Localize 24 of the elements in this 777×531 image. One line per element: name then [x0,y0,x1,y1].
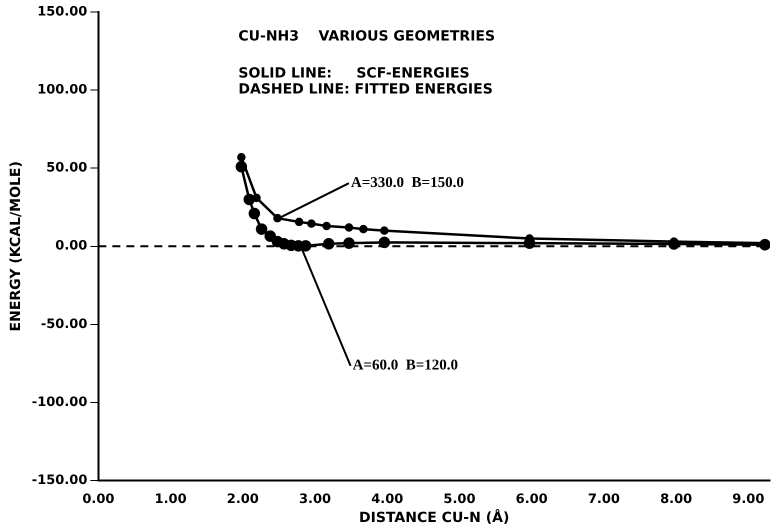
x-tick-label: 9.00 [732,492,764,507]
y-axis-title: ENERGY (KCAL/MOLE) [8,161,24,332]
x-tick-label: 8.00 [660,492,692,507]
y-tick-label: 0.00 [55,238,88,254]
x-axis-title: DISTANCE CU-N (Å) [359,509,510,526]
annotation: A=60.0 B=120.0 [352,358,458,374]
x-tick-label: 6.00 [516,492,548,507]
x-tick-label: 1.00 [154,492,187,507]
y-tick-label: -100.00 [32,394,88,410]
y-tick-label: 150.00 [37,4,88,20]
x-tick-label: 5.00 [443,492,476,507]
x-tick-label: 0.00 [82,492,114,507]
x-tick-label: 2.00 [226,492,259,507]
y-tick-label: -150.00 [32,472,88,488]
x-tick-label: 4.00 [371,492,404,507]
y-tick-label: 50.00 [46,160,88,176]
annotation: A=330.0 B=150.0 [350,175,464,192]
y-tick-label: -50.00 [40,316,88,332]
x-tick-label: 7.00 [588,492,620,507]
annotation: SOLID LINE: SCF-ENERGIES [238,66,470,82]
y-tick-label: 100.00 [37,82,88,98]
text: CU-NH3 VARIOUS GEOMETRIES [238,28,496,45]
x-tick-label: 3.00 [298,492,332,507]
annotation: DASHED LINE: FITTED ENERGIES [238,82,493,98]
